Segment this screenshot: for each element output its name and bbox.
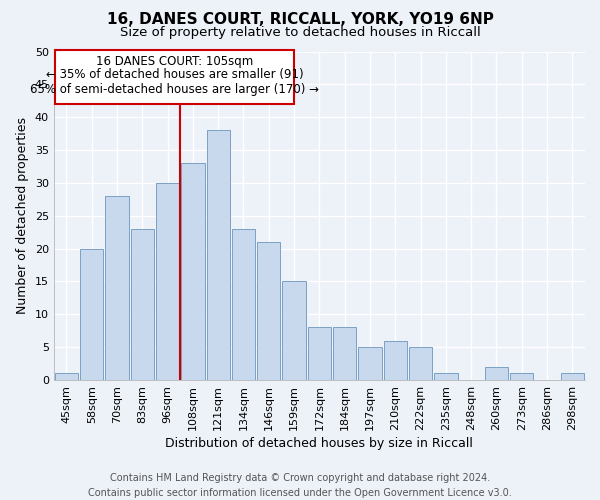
Text: Contains HM Land Registry data © Crown copyright and database right 2024.
Contai: Contains HM Land Registry data © Crown c…: [88, 472, 512, 498]
Bar: [333, 328, 356, 380]
Text: Size of property relative to detached houses in Riccall: Size of property relative to detached ho…: [119, 26, 481, 39]
Bar: [206, 130, 230, 380]
Y-axis label: Number of detached properties: Number of detached properties: [16, 118, 29, 314]
Bar: [55, 50, 294, 104]
Text: ← 35% of detached houses are smaller (91): ← 35% of detached houses are smaller (91…: [46, 68, 304, 81]
Bar: [283, 282, 306, 380]
Bar: [232, 229, 255, 380]
Bar: [510, 374, 533, 380]
Text: 65% of semi-detached houses are larger (170) →: 65% of semi-detached houses are larger (…: [30, 83, 319, 96]
Bar: [55, 374, 78, 380]
Bar: [131, 229, 154, 380]
Bar: [308, 328, 331, 380]
Bar: [383, 340, 407, 380]
Bar: [156, 183, 179, 380]
Bar: [561, 374, 584, 380]
Bar: [434, 374, 458, 380]
Text: 16 DANES COURT: 105sqm: 16 DANES COURT: 105sqm: [96, 55, 253, 68]
Bar: [257, 242, 280, 380]
Bar: [181, 163, 205, 380]
Bar: [409, 347, 432, 380]
Bar: [80, 248, 103, 380]
Bar: [485, 367, 508, 380]
X-axis label: Distribution of detached houses by size in Riccall: Distribution of detached houses by size …: [166, 437, 473, 450]
Text: 16, DANES COURT, RICCALL, YORK, YO19 6NP: 16, DANES COURT, RICCALL, YORK, YO19 6NP: [107, 12, 493, 28]
Bar: [358, 347, 382, 380]
Bar: [106, 196, 128, 380]
